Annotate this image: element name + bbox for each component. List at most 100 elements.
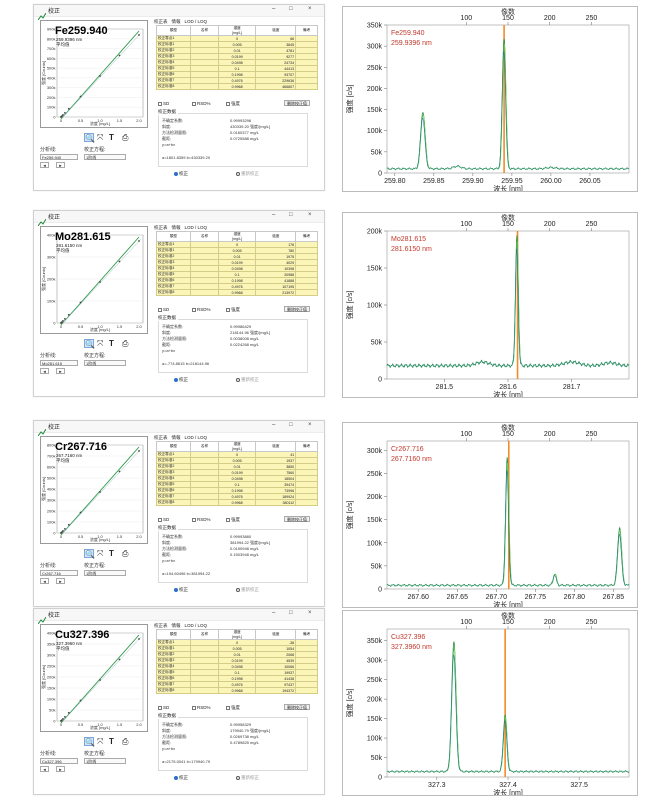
checkbox-box[interactable] <box>192 705 196 710</box>
previous-analyte-button[interactable]: ◄ <box>40 766 49 772</box>
minimize-button[interactable]: – <box>272 6 276 12</box>
calmode-dropdown[interactable]: 1阶线 <box>84 154 126 160</box>
print-icon[interactable]: ⎙ <box>122 737 129 746</box>
checkbox-rsdpct[interactable]: RSD% <box>192 705 211 710</box>
tab-1[interactable]: 情報 <box>171 225 181 230</box>
table-row[interactable]: 校正零点1 0 -38 <box>156 639 318 646</box>
maximize-button[interactable]: □ <box>289 212 293 218</box>
tab-1[interactable]: 情報 <box>171 19 181 24</box>
next-analyte-button[interactable]: ► <box>56 578 65 584</box>
calmode-dropdown[interactable]: 1阶线 <box>84 758 126 764</box>
radio-dot[interactable] <box>174 587 178 592</box>
next-analyte-button[interactable]: ► <box>56 766 65 772</box>
pan-icon[interactable]: ⤧ <box>97 339 104 348</box>
minimize-button[interactable]: – <box>272 610 276 616</box>
table-row[interactable]: 校正标准6 0.1998 93707 <box>156 71 318 78</box>
table-row[interactable]: 校正标准8 0.9968 380112 <box>156 499 318 506</box>
radio-1[interactable]: 重新校正 <box>236 775 259 781</box>
print-icon[interactable]: ⎙ <box>122 133 129 142</box>
previous-analyte-button[interactable]: ◄ <box>40 368 49 374</box>
checkbox-強度[interactable]: 強度 <box>226 705 240 711</box>
radio-dot[interactable] <box>174 775 178 780</box>
radio-dot[interactable] <box>236 377 240 382</box>
checkbox-rsdpct[interactable]: RSD% <box>192 307 211 312</box>
text-icon[interactable]: T <box>109 549 114 558</box>
radio-dot[interactable] <box>236 587 240 592</box>
calibration-plot[interactable]: 400k 350k 300k 250k 200k 150k 100k 50k 0 0 0.5 1.0 1… <box>40 624 148 732</box>
minimize-button[interactable]: – <box>272 212 276 218</box>
close-button[interactable]: × <box>308 422 312 428</box>
radio-0[interactable]: 校正 <box>174 775 188 781</box>
radio-0[interactable]: 校正 <box>174 377 188 383</box>
calibration-plot[interactable]: 900k 800k 700k 600k 500k 400k 300k 200k 100k 0 0 0.… <box>40 20 148 128</box>
calibration-plot[interactable]: 400k 300k 200k 100k 0 0 0.5 1.0 1.5 2.0 强度 [Counts… <box>40 226 148 334</box>
checkbox-強度[interactable]: 強度 <box>226 101 240 107</box>
checkbox-box[interactable] <box>226 101 230 106</box>
print-icon[interactable]: ⎙ <box>122 339 129 348</box>
radio-1[interactable]: 重新校正 <box>236 171 259 177</box>
table-row[interactable]: 校正标准6 0.1998 73996 <box>156 487 318 494</box>
close-button[interactable]: × <box>308 6 312 12</box>
radio-dot[interactable] <box>174 171 178 176</box>
zoom-icon[interactable]: 🔍 <box>84 737 95 747</box>
pan-icon[interactable]: ⤧ <box>97 549 104 558</box>
maximize-button[interactable]: □ <box>289 6 293 12</box>
checkbox-box[interactable] <box>158 101 162 106</box>
tab-0[interactable]: 校正表 <box>154 435 168 440</box>
delete-calibration-button[interactable]: 删除校正值 <box>284 306 310 312</box>
zoom-icon[interactable]: 🔍 <box>84 133 95 143</box>
radio-dot[interactable] <box>174 377 178 382</box>
tab-0[interactable]: 校正表 <box>154 225 168 230</box>
calmode-dropdown[interactable]: 1阶线 <box>84 360 126 366</box>
checkbox-box[interactable] <box>226 517 230 522</box>
pan-icon[interactable]: ⤧ <box>97 737 104 746</box>
table-row[interactable]: 校正标准4 0.0498 24734 <box>156 59 318 66</box>
delete-calibration-button[interactable]: 删除校正值 <box>284 100 310 106</box>
text-icon[interactable]: T <box>109 133 114 142</box>
table-row[interactable]: 校正零点1 0 176 <box>156 241 318 248</box>
table-row[interactable]: 校正标准7 0.4976 189924 <box>156 493 318 500</box>
maximize-button[interactable]: □ <box>289 610 293 616</box>
tab-1[interactable]: 情報 <box>171 435 181 440</box>
table-row[interactable]: 校正标准2 0.01 3850 <box>156 463 318 470</box>
checkbox-box[interactable] <box>192 307 196 312</box>
maximize-button[interactable]: □ <box>289 422 293 428</box>
zoom-icon[interactable]: 🔍 <box>84 549 95 559</box>
checkbox-強度[interactable]: 強度 <box>226 307 240 313</box>
tab-1[interactable]: 情報 <box>171 623 181 628</box>
table-row[interactable]: 校正标准7 0.4976 107195 <box>156 283 318 290</box>
close-button[interactable]: × <box>308 212 312 218</box>
radio-0[interactable]: 校正 <box>174 587 188 593</box>
analyte-dropdown[interactable]: Mo281.615 <box>40 360 78 366</box>
table-row[interactable]: 校正标准8 0.9968 213972 <box>156 289 318 296</box>
previous-analyte-button[interactable]: ◄ <box>40 162 49 168</box>
table-row[interactable]: 校正标准8 0.9968 194372 <box>156 687 318 694</box>
radio-dot[interactable] <box>236 775 240 780</box>
checkbox-box[interactable] <box>158 517 162 522</box>
checkbox-box[interactable] <box>158 307 162 312</box>
pan-icon[interactable]: ⤧ <box>97 133 104 142</box>
tab-2[interactable]: LOD / LOQ <box>184 225 208 230</box>
analyte-dropdown[interactable]: Cu327.396 <box>40 758 78 764</box>
zoom-icon[interactable]: 🔍 <box>84 339 95 349</box>
checkbox-box[interactable] <box>158 705 162 710</box>
print-icon[interactable]: ⎙ <box>122 549 129 558</box>
table-row[interactable]: 校正标准3 0.0199 7560 <box>156 469 318 476</box>
checkbox-box[interactable] <box>226 307 230 312</box>
radio-0[interactable]: 校正 <box>174 171 188 177</box>
checkbox-sd[interactable]: SD <box>158 705 169 710</box>
checkbox-sd[interactable]: SD <box>158 101 169 106</box>
table-row[interactable]: 校正零点1 0 66 <box>156 35 318 42</box>
minimize-button[interactable]: – <box>272 422 276 428</box>
calibration-plot[interactable]: 800k 700k 600k 500k 400k 300k 200k 100k 0 0 0.5 1.0… <box>40 436 148 544</box>
checkbox-rsdpct[interactable]: RSD% <box>192 517 211 522</box>
radio-dot[interactable] <box>236 171 240 176</box>
delete-calibration-button[interactable]: 删除校正值 <box>284 704 310 710</box>
radio-1[interactable]: 重新校正 <box>236 587 259 593</box>
checkbox-box[interactable] <box>192 101 196 106</box>
table-row[interactable]: 校正标准1 0.005 780 <box>156 247 318 254</box>
text-icon[interactable]: T <box>109 339 114 348</box>
analyte-dropdown[interactable]: Fe259.940 <box>40 154 78 160</box>
table-row[interactable]: 校正标准2 0.01 2068 <box>156 651 318 658</box>
close-button[interactable]: × <box>308 610 312 616</box>
